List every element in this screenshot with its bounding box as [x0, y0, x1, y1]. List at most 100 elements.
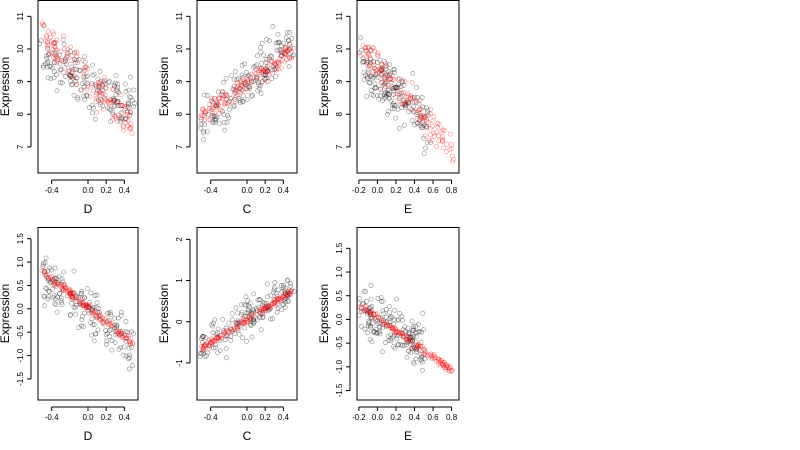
black-point	[229, 311, 235, 317]
black-point	[244, 86, 249, 91]
red-point	[70, 295, 75, 300]
black-point	[396, 341, 401, 347]
black-point	[96, 85, 102, 90]
red-point	[245, 319, 251, 325]
black-point	[51, 293, 57, 299]
black-point	[78, 290, 84, 296]
red-point	[286, 292, 292, 297]
red-point	[68, 58, 74, 63]
black-point	[56, 274, 62, 280]
black-point	[254, 308, 260, 313]
red-point	[43, 272, 49, 278]
y-tick-label: 8	[175, 111, 184, 116]
red-point	[127, 341, 133, 347]
black-point	[119, 110, 124, 116]
red-point	[61, 282, 67, 288]
black-point	[41, 293, 47, 299]
red-point	[245, 89, 251, 95]
red-point	[449, 153, 455, 159]
black-point	[242, 61, 247, 67]
red-point	[235, 322, 240, 328]
black-point	[71, 93, 77, 98]
red-point	[262, 305, 267, 311]
red-point	[419, 106, 425, 112]
red-point	[417, 107, 423, 112]
black-point	[288, 45, 293, 51]
red-point	[418, 115, 424, 121]
black-point	[127, 112, 133, 118]
black-point	[88, 320, 94, 326]
red-point	[400, 77, 406, 83]
black-point	[421, 122, 427, 128]
black-point	[276, 40, 282, 45]
red-point	[53, 44, 58, 50]
black-point	[370, 92, 376, 98]
black-point	[396, 76, 402, 81]
x-tick-label: 0.2	[101, 186, 113, 195]
red-point	[236, 319, 242, 325]
red-point	[408, 339, 414, 345]
red-point	[128, 336, 134, 342]
black-point	[88, 290, 94, 296]
red-point	[48, 39, 54, 45]
red-point	[381, 321, 387, 327]
black-point	[405, 338, 411, 344]
black-point	[90, 307, 96, 313]
black-point	[241, 93, 246, 98]
x-tick-label: 0.2	[390, 413, 402, 422]
red-point	[100, 83, 105, 89]
black-point	[93, 84, 99, 89]
black-point	[280, 301, 285, 307]
red-point	[236, 321, 242, 327]
red-point	[215, 337, 221, 343]
red-point	[377, 66, 382, 72]
red-point	[390, 76, 395, 82]
black-point	[271, 287, 277, 293]
black-point	[245, 84, 251, 89]
black-point	[399, 79, 405, 84]
red-point	[45, 42, 51, 48]
black-point	[274, 47, 280, 53]
red-point	[114, 118, 120, 124]
red-point	[445, 365, 451, 371]
black-point	[416, 321, 421, 327]
red-point	[260, 310, 266, 315]
red-point	[440, 361, 446, 367]
black-point	[260, 307, 266, 312]
black-point	[118, 312, 124, 318]
x-tick-label: 0.0	[82, 413, 94, 422]
red-point	[127, 110, 133, 115]
red-point	[235, 92, 241, 98]
red-point	[409, 80, 415, 85]
black-point	[394, 332, 400, 338]
y-axis-title: Expression	[0, 57, 12, 116]
black-point	[221, 329, 227, 335]
red-point	[358, 306, 364, 312]
black-point	[109, 338, 115, 343]
black-point	[249, 334, 255, 340]
black-point	[110, 112, 116, 117]
red-point	[249, 71, 255, 77]
black-point	[201, 128, 207, 134]
red-point	[62, 46, 68, 52]
black-point	[70, 75, 75, 81]
red-point	[206, 343, 212, 349]
black-point	[68, 311, 73, 317]
red-point	[371, 65, 377, 71]
black-point	[95, 327, 101, 333]
black-point	[107, 106, 112, 112]
red-point	[201, 343, 207, 349]
red-point	[404, 94, 409, 100]
black-point	[207, 106, 213, 111]
red-point	[249, 314, 254, 320]
black-point	[63, 61, 69, 67]
black-point	[43, 272, 49, 278]
red-point	[87, 302, 93, 308]
black-point	[198, 125, 204, 131]
red-point	[289, 288, 295, 294]
red-point	[390, 326, 396, 332]
black-point	[120, 352, 126, 358]
red-point	[94, 96, 99, 101]
black-point	[59, 295, 64, 301]
black-point	[285, 293, 291, 299]
